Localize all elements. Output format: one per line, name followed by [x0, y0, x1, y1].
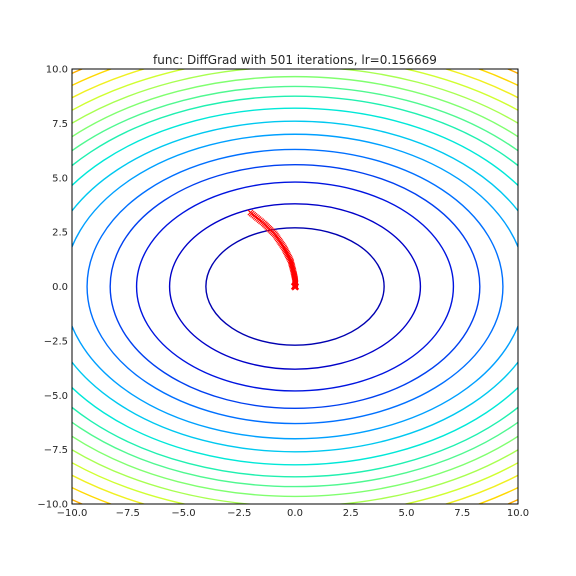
x-tick-label: −7.5 [116, 508, 140, 519]
contour-line-9 [72, 85, 518, 488]
contour-line-10 [72, 75, 518, 498]
contour-line-3 [109, 163, 481, 410]
x-tick-label: −10.0 [57, 508, 88, 519]
chart-title: func: DiffGrad with 501 iterations, lr=0… [153, 53, 437, 67]
y-tick-label: 5.0 [52, 173, 68, 184]
contour-line-4 [86, 148, 504, 425]
x-axis-ticks: −10.0 −7.5 −5.0 −2.5 0.0 2.5 5.0 7.5 10.0 [57, 508, 529, 519]
y-tick-label: 7.5 [52, 119, 68, 130]
contour-line-0 [205, 227, 385, 346]
optimizer-path [247, 209, 300, 291]
contour-line-8 [72, 95, 518, 478]
y-tick-label: −5.0 [44, 391, 68, 402]
x-tick-label: 2.5 [343, 508, 359, 519]
y-tick-label: 0.0 [52, 282, 68, 293]
y-tick-label: −7.5 [44, 445, 68, 456]
contour-line-2 [135, 181, 455, 392]
contour-line-5 [72, 133, 518, 440]
x-tick-label: 5.0 [399, 508, 415, 519]
plot-frame [71, 68, 519, 505]
y-axis-ticks: 10.0 7.5 5.0 2.5 0.0 −2.5 −5.0 −7.5 −10.0 [37, 65, 68, 511]
contour-line-6 [72, 120, 518, 453]
y-tick-label: 2.5 [52, 228, 68, 239]
contour-line-7 [72, 107, 518, 466]
y-tick-label: −10.0 [37, 500, 68, 511]
y-tick-label: −2.5 [44, 336, 68, 347]
x-tick-label: 7.5 [454, 508, 470, 519]
x-tick-label: 10.0 [507, 508, 529, 519]
path-point-80 [292, 284, 298, 291]
x-tick-label: −5.0 [171, 508, 195, 519]
contour-line-1 [168, 203, 422, 370]
y-tick-label: 10.0 [46, 65, 68, 76]
x-tick-label: −2.5 [227, 508, 251, 519]
x-tick-label: 0.0 [287, 508, 303, 519]
